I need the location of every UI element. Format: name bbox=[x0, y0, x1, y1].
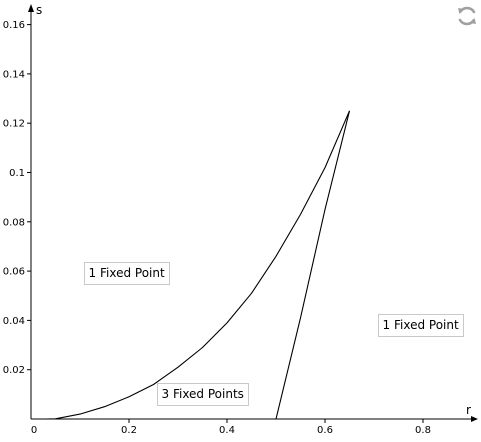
y-tick-label: 0.08 bbox=[3, 217, 25, 228]
refresh-icon[interactable] bbox=[455, 4, 479, 28]
y-tick-label: 0.1 bbox=[9, 168, 25, 179]
axes: rs bbox=[28, 3, 478, 422]
y-tick-label: 0.14 bbox=[3, 69, 25, 80]
x-axis-arrow bbox=[471, 416, 478, 422]
x-tick-label: 0 bbox=[31, 425, 37, 436]
region-label: 3 Fixed Points bbox=[156, 382, 249, 406]
y-tick-label: 0.02 bbox=[3, 365, 25, 376]
x-tick-label: 0.4 bbox=[219, 425, 235, 436]
y-tick-label: 0.06 bbox=[3, 267, 25, 278]
ticks: 0 0.2 0.4 0.6 0.8 0.02 0.04 0.06 0.08 0.1 0.12 0.14… bbox=[3, 20, 431, 436]
y-tick-label: 0.16 bbox=[3, 20, 25, 31]
y-axis-arrow bbox=[28, 4, 34, 12]
boundary-curve-2 bbox=[275, 110, 351, 420]
y-tick-label: 0.04 bbox=[3, 316, 25, 327]
boundary-curve-1 bbox=[45, 110, 351, 420]
y-axis-label: s bbox=[36, 3, 42, 17]
region-label: 1 Fixed Point bbox=[377, 313, 464, 337]
x-tick-label: 0.8 bbox=[415, 425, 431, 436]
curves bbox=[45, 110, 351, 420]
region-label: 1 Fixed Point bbox=[83, 262, 170, 286]
x-tick-label: 0.6 bbox=[317, 425, 333, 436]
x-tick-label: 0.2 bbox=[121, 425, 137, 436]
y-tick-label: 0.12 bbox=[3, 119, 25, 130]
x-axis-label: r bbox=[466, 403, 471, 417]
